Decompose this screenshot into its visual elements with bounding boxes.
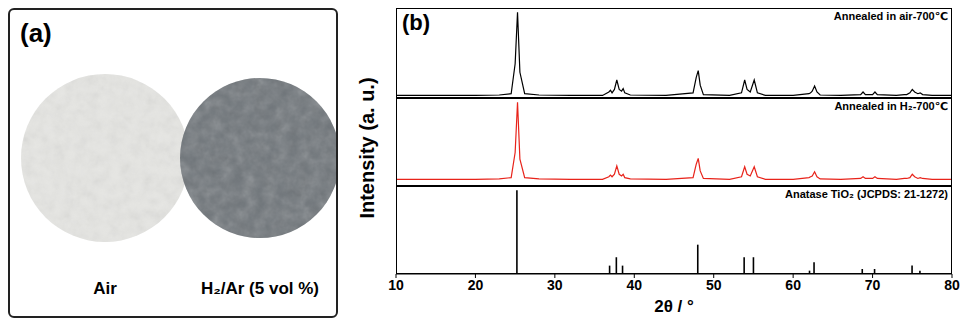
svg-text:60: 60 <box>785 277 801 293</box>
svg-text:70: 70 <box>865 277 881 293</box>
html-text:Annealed in air-700℃: Annealed in air-700℃ <box>833 10 948 22</box>
svg-text:80: 80 <box>944 277 960 293</box>
svg-text:30: 30 <box>547 277 563 293</box>
svg-text:Intensity (a. u.): Intensity (a. u.) <box>356 77 378 218</box>
svg-text:10: 10 <box>388 277 404 293</box>
svg-text:(a): (a) <box>20 18 52 48</box>
svg-text:50: 50 <box>706 277 722 293</box>
svg-text:Air: Air <box>93 279 117 298</box>
html-text:Anatase TiO₂ (JCPDS: 21-1272): Anatase TiO₂ (JCPDS: 21-1272) <box>785 188 948 200</box>
svg-text:40: 40 <box>626 277 642 293</box>
svg-text:H₂/Ar (5 vol %): H₂/Ar (5 vol %) <box>201 279 319 298</box>
html-text:(b): (b) <box>402 10 431 35</box>
svg-text:20: 20 <box>468 277 484 293</box>
html-text:Annealed in H₂-700℃: Annealed in H₂-700℃ <box>834 100 948 112</box>
html-text:2θ / °: 2θ / ° <box>654 297 694 316</box>
